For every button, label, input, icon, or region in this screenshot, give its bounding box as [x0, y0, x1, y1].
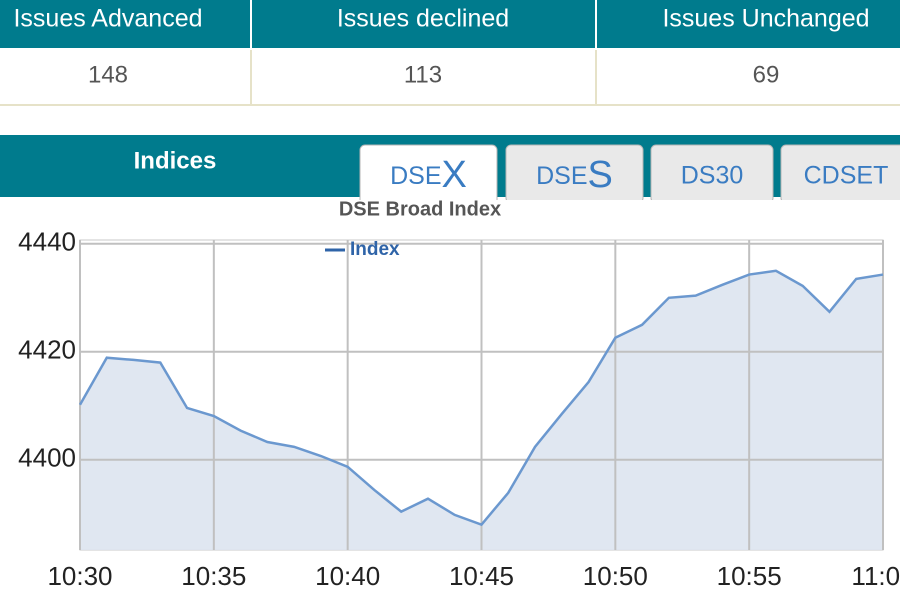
- tab-label: DSES: [536, 154, 613, 196]
- tab-label: DS30: [681, 162, 744, 190]
- header-cell: Issues declined: [337, 5, 509, 33]
- chart-title: DSE Broad Index: [339, 198, 501, 220]
- area: [80, 270, 883, 550]
- x-tick-label: 10:45: [449, 561, 514, 591]
- x-tick-label: 10:35: [181, 561, 246, 591]
- x-tick-label: 10:30: [47, 561, 112, 591]
- table-cell: 113: [404, 61, 442, 88]
- tab-label: DSEX: [390, 154, 467, 196]
- x-tick-label: 10:40: [315, 561, 380, 591]
- x-tick-label: 10:55: [717, 561, 782, 591]
- y-tick-label: 4400: [18, 443, 76, 473]
- x-tick-label: 11:00: [851, 561, 900, 591]
- tab-label: CDSET: [804, 162, 889, 190]
- tab[interactable]: DS30: [650, 144, 774, 204]
- tab[interactable]: DSES: [505, 144, 644, 204]
- line: [78, 269, 884, 527]
- tab[interactable]: CDSET: [780, 144, 900, 204]
- y-tick-label: 4420: [18, 335, 76, 365]
- table-header: [0, 0, 900, 48]
- table-cell: 148: [88, 61, 128, 88]
- y-tick-label: 4440: [18, 227, 76, 257]
- header-cell: Issues Unchanged: [662, 5, 869, 33]
- legend-label: Index: [350, 239, 400, 260]
- x-tick-label: 10:50: [583, 561, 648, 591]
- indices-title: Indices: [134, 147, 217, 174]
- header-cell: Issues Advanced: [13, 5, 202, 33]
- table-cell: 69: [753, 61, 780, 88]
